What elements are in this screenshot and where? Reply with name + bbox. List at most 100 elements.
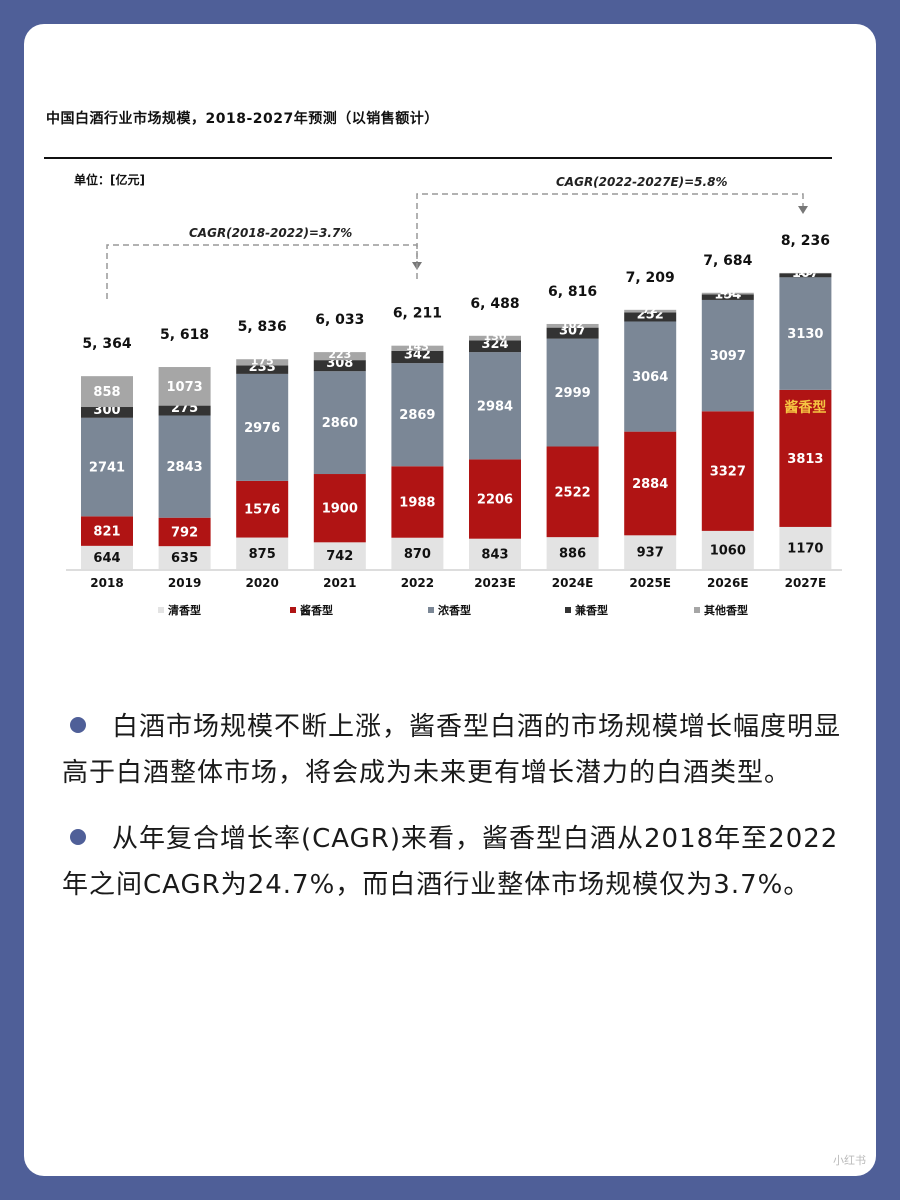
bar-segment <box>313 474 366 543</box>
bar-value-label: 2976 <box>244 421 280 436</box>
bar-segment <box>779 389 832 527</box>
bar-segment <box>701 299 754 412</box>
x-tick-label: 2018 <box>90 576 123 590</box>
bar-segment <box>469 459 521 539</box>
bar-total-label: 5, 618 <box>160 327 209 343</box>
bar-segment <box>624 312 677 322</box>
x-tick-label: 2026E <box>707 576 749 590</box>
bar-segment <box>391 537 444 569</box>
x-tick-label: 2024E <box>552 576 594 590</box>
bar-segment <box>469 335 521 341</box>
bar-segment <box>701 530 754 569</box>
bar-segment <box>546 323 599 328</box>
cagr-2-bracket <box>416 193 804 279</box>
bar-segment <box>779 277 832 390</box>
bar-segment <box>701 411 754 531</box>
bar-value-label: 1988 <box>399 495 435 510</box>
bar-value-label: 792 <box>171 525 198 540</box>
bar-segment <box>391 363 444 467</box>
bar-segment <box>701 292 754 295</box>
bar-value-label: 875 <box>249 547 276 562</box>
bar-segment <box>624 535 677 569</box>
bar-value-label: 858 <box>93 385 120 400</box>
bar-segment <box>779 526 832 569</box>
bar-segment <box>624 431 677 536</box>
bullet-list: 白酒市场规模不断上涨，酱香型白酒的市场规模增长幅度明显高于白酒整体市场，将会成为… <box>62 704 852 928</box>
in-bar-label: 酱香型 <box>784 399 826 416</box>
bar-value-label: 1060 <box>710 543 746 558</box>
bar-segment <box>236 365 289 374</box>
bar-value-label: 2206 <box>477 493 513 508</box>
bar-segment <box>779 272 832 274</box>
cagr-1-bracket <box>106 244 418 299</box>
bar-value-label: 870 <box>404 547 431 562</box>
bar-segment <box>158 546 211 569</box>
x-tick-label: 2021 <box>323 576 356 590</box>
content-card: 中国白酒行业市场规模，2018-2027年预测（以销售额计） 单位：[亿元] C… <box>24 24 876 1176</box>
x-tick-label: 2025E <box>629 576 671 590</box>
bar-segment <box>158 415 211 518</box>
bar-value-label: 130 <box>484 330 507 343</box>
bar-segment <box>779 273 832 278</box>
x-tick-label: 2022 <box>401 576 434 590</box>
bullet-item-2: 从年复合增长率(CAGR)来看，酱香型白酒从2018年至2022年之间CAGR为… <box>62 816 852 908</box>
bar-value-label: 2869 <box>399 408 435 423</box>
bar-total-label: 7, 684 <box>703 253 752 269</box>
bar-segment <box>391 345 444 351</box>
watermark: 小红书 <box>833 1154 866 1167</box>
bar-value-label: 843 <box>481 547 508 562</box>
bar-total-label: 5, 364 <box>82 336 131 352</box>
bar-total-label: 6, 211 <box>393 306 442 322</box>
bullet-dot-icon <box>70 717 86 733</box>
legend-label: 浓香型 <box>438 603 471 617</box>
bullet-text-2: 从年复合增长率(CAGR)来看，酱香型白酒从2018年至2022年之间CAGR为… <box>62 824 839 900</box>
bullet-dot-icon <box>70 829 86 845</box>
bar-segment <box>236 373 289 481</box>
legend-swatch <box>290 607 296 613</box>
bar-segment <box>469 538 521 569</box>
bar-value-label: 3064 <box>632 370 668 385</box>
x-tick-label: 2027E <box>785 576 827 590</box>
bar-value-label: 72 <box>643 303 658 316</box>
bar-total-label: 6, 488 <box>470 296 519 312</box>
legend-label: 清香型 <box>168 603 201 617</box>
bar-value-label: 223 <box>328 348 351 361</box>
bullet-item-1: 白酒市场规模不断上涨，酱香型白酒的市场规模增长幅度明显高于白酒整体市场，将会成为… <box>62 704 852 796</box>
bar-value-label: 3813 <box>787 452 823 467</box>
bar-value-label: 324 <box>481 337 508 352</box>
bar-value-label: 2843 <box>167 460 203 475</box>
legend-swatch <box>428 607 434 613</box>
legend-label: 兼香型 <box>575 603 608 617</box>
unit-label: 单位：[亿元] <box>74 172 145 187</box>
legend-label: 酱香型 <box>300 603 333 617</box>
legend-swatch <box>565 607 571 613</box>
cagr-1-label: CAGR(2018-2022)=3.7% <box>189 226 352 240</box>
bar-segment <box>158 405 211 416</box>
bar-segment <box>81 516 133 546</box>
bar-value-label: 3130 <box>787 327 823 342</box>
bar-total-label: 8, 236 <box>781 233 830 249</box>
bar-value-label: 886 <box>559 547 586 562</box>
legend-label: 其他香型 <box>704 603 748 617</box>
bullet-text-1: 白酒市场规模不断上涨，酱香型白酒的市场规模增长幅度明显高于白酒整体市场，将会成为… <box>62 712 842 788</box>
bar-value-label: 821 <box>93 525 120 540</box>
x-tick-label: 2023E <box>474 576 516 590</box>
bar-value-label: 1900 <box>322 502 358 517</box>
bar-segment <box>158 367 211 406</box>
chart-legend: 清香型 酱香型 浓香型 兼香型 其他香型 <box>158 603 748 617</box>
bar-segment <box>158 517 211 547</box>
chart-title: 中国白酒行业市场规模，2018-2027年预测（以销售额计） <box>46 111 439 127</box>
bar-value-label: 102 <box>561 318 584 331</box>
bar-segment <box>546 446 599 538</box>
bar-segment <box>236 480 289 538</box>
bar-value-label: 644 <box>93 551 120 566</box>
bar-value-label: 143 <box>406 340 429 353</box>
bar-segment <box>546 537 599 569</box>
bar-segment <box>313 542 366 569</box>
bar-segment <box>624 321 677 432</box>
bar-value-label: 2860 <box>322 416 358 431</box>
bar-value-label: 2999 <box>555 386 591 401</box>
bar-segment <box>81 545 133 569</box>
bar-value-label: 742 <box>326 549 353 564</box>
title-divider <box>44 157 832 159</box>
